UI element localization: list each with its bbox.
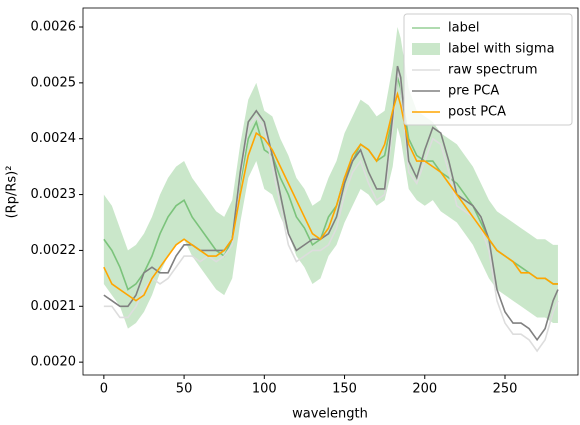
x-axis-label: wavelength [292, 407, 368, 422]
x-tick-label: 150 [332, 382, 357, 397]
y-tick-label: 0.0023 [31, 187, 77, 202]
series-line [103, 71, 559, 353]
legend-label: label with sigma [448, 42, 555, 57]
x-tick-label: 250 [493, 382, 518, 397]
y-tick-label: 0.0024 [31, 131, 77, 146]
legend-label: label [448, 21, 479, 36]
y-tick-label: 0.0025 [31, 75, 77, 90]
legend-swatch [412, 43, 440, 55]
x-tick-label: 0 [100, 382, 108, 397]
sigma-band [103, 26, 558, 329]
x-tick-label: 200 [412, 382, 437, 397]
y-tick-label: 0.0020 [31, 355, 77, 370]
legend-label: pre PCA [448, 84, 499, 99]
y-tick-label: 0.0026 [31, 19, 77, 34]
legend-label: post PCA [448, 105, 506, 120]
series-line [103, 65, 559, 342]
series-line [103, 91, 558, 302]
axes-frame [82, 7, 579, 376]
legend-box [403, 13, 573, 126]
x-tick-label: 50 [176, 382, 193, 397]
plot-area [103, 26, 559, 353]
legend: label label with sigma raw spectrum pre PCA… [403, 13, 573, 126]
y-tick-label: 0.0021 [31, 299, 77, 314]
y-tick-label: 0.0022 [31, 243, 77, 258]
x-tick-label: 100 [252, 382, 277, 397]
legend-label: raw spectrum [448, 63, 538, 78]
y-axis-label: (Rp/Rs)² [5, 166, 20, 219]
